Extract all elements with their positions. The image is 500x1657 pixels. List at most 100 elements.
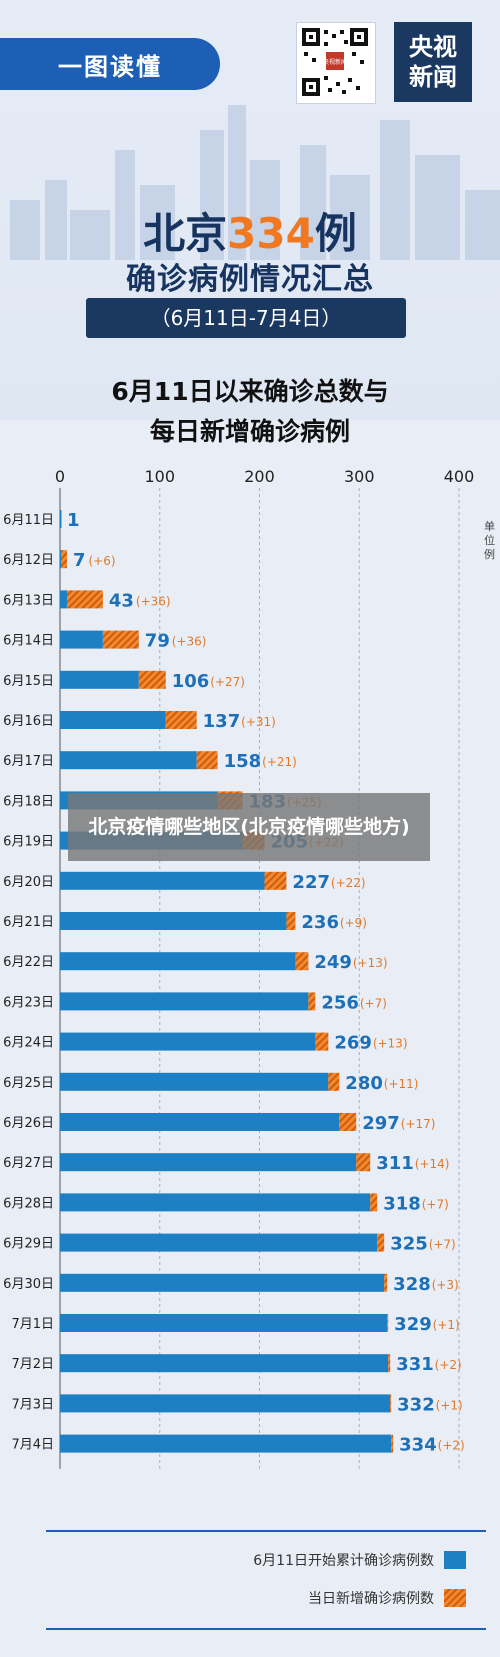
total-data-label: 227 xyxy=(292,872,330,893)
x-tick-label: 100 xyxy=(144,470,175,486)
bar-cumulative xyxy=(60,550,62,569)
y-tick-label: 6月24日 xyxy=(3,1036,54,1051)
bar-cumulative xyxy=(60,1394,391,1413)
bar-cumulative xyxy=(60,1233,378,1252)
bar-daily-increase xyxy=(388,1354,391,1373)
bar-daily-increase xyxy=(196,751,218,770)
total-data-label: 331 xyxy=(396,1354,434,1375)
y-tick-label: 6月12日 xyxy=(3,553,54,568)
total-data-label: 318 xyxy=(383,1193,421,1214)
bar-daily-increase xyxy=(370,1193,378,1212)
legend-label-daily: 当日新增确诊病例数 xyxy=(308,1591,434,1607)
total-data-label: 256 xyxy=(321,992,359,1013)
increment-data-label: (+7) xyxy=(422,1197,449,1211)
qr-code-icon: 央视新闻 xyxy=(302,28,368,96)
total-data-label: 297 xyxy=(362,1113,400,1134)
y-tick-label: 6月14日 xyxy=(3,634,54,649)
bar-cumulative xyxy=(60,952,296,971)
qr-label: 央视新闻 xyxy=(323,58,347,66)
bar-daily-increase xyxy=(264,871,287,890)
y-tick-label: 6月30日 xyxy=(3,1277,54,1292)
y-tick-label: 6月17日 xyxy=(3,754,54,769)
y-tick-label: 6月11日 xyxy=(3,513,54,528)
bar-cumulative xyxy=(60,1153,357,1172)
bar-daily-increase xyxy=(339,1113,357,1131)
y-tick-label: 6月16日 xyxy=(3,714,54,729)
y-tick-label: 6月19日 xyxy=(3,835,54,850)
increment-data-label: (+11) xyxy=(384,1077,419,1091)
unit-label: 单位例 xyxy=(484,520,495,561)
total-data-label: 236 xyxy=(301,912,339,933)
y-tick-label: 6月13日 xyxy=(3,593,54,608)
bar-cumulative xyxy=(60,670,139,689)
x-tick-label: 200 xyxy=(244,470,275,486)
bar-daily-increase xyxy=(390,1394,392,1413)
total-data-label: 325 xyxy=(390,1234,428,1255)
increment-data-label: (+2) xyxy=(435,1358,462,1372)
total-data-label: 269 xyxy=(334,1033,372,1054)
y-tick-label: 6月20日 xyxy=(3,875,54,890)
x-tick-label: 400 xyxy=(444,470,475,486)
legend-swatch-cumulative xyxy=(444,1551,466,1569)
total-data-label: 328 xyxy=(393,1274,431,1295)
increment-data-label: (+1) xyxy=(436,1398,463,1412)
bar-cumulative xyxy=(60,1434,392,1453)
increment-data-label: (+22) xyxy=(331,876,366,890)
increment-data-label: (+6) xyxy=(88,554,115,568)
bar-cumulative xyxy=(60,1354,389,1373)
bar-daily-increase xyxy=(286,912,296,930)
total-data-label: 280 xyxy=(345,1073,383,1094)
bar-cumulative xyxy=(60,1032,316,1051)
increment-data-label: (+7) xyxy=(429,1238,456,1252)
bar-daily-increase xyxy=(60,550,67,569)
y-tick-label: 6月15日 xyxy=(3,674,54,689)
chart-heading: 6月11日以来确诊总数与 每日新增确诊病例 xyxy=(0,372,500,452)
total-data-label: 334 xyxy=(399,1435,437,1456)
increment-data-label: (+1) xyxy=(433,1318,460,1332)
total-data-label: 332 xyxy=(397,1394,435,1415)
y-tick-label: 6月29日 xyxy=(3,1237,54,1252)
total-data-label: 7 xyxy=(73,550,86,571)
total-data-label: 329 xyxy=(394,1314,432,1335)
bar-cumulative xyxy=(60,751,197,770)
title-number: 334 xyxy=(227,209,315,258)
overlay-caption: 北京疫情哪些地区(北京疫情哪些地方) xyxy=(68,793,430,861)
total-data-label: 137 xyxy=(203,711,241,732)
brand-logo: 央视 新闻 xyxy=(394,22,472,102)
increment-data-label: (+31) xyxy=(241,715,276,729)
total-data-label: 1 xyxy=(67,510,80,531)
y-tick-label: 7月1日 xyxy=(11,1317,54,1332)
bar-daily-increase xyxy=(387,1314,389,1332)
bar-cumulative xyxy=(60,711,166,729)
bar-daily-increase xyxy=(295,952,309,971)
increment-data-label: (+17) xyxy=(401,1117,436,1131)
increment-data-label: (+2) xyxy=(438,1439,465,1453)
legend-label-cumulative: 6月11日开始累计确诊病例数 xyxy=(253,1553,434,1569)
legend-item-cumulative: 6月11日开始累计确诊病例数 xyxy=(253,1550,466,1570)
bar-cumulative xyxy=(60,510,62,528)
increment-data-label: (+36) xyxy=(172,635,207,649)
title-suffix: 例 xyxy=(314,209,357,258)
y-tick-label: 6月21日 xyxy=(3,915,54,930)
x-tick-label: 0 xyxy=(55,470,65,486)
increment-data-label: (+13) xyxy=(373,1037,408,1051)
y-tick-label: 6月26日 xyxy=(3,1116,54,1131)
y-tick-label: 6月23日 xyxy=(3,995,54,1010)
bar-cumulative xyxy=(60,992,309,1011)
increment-data-label: (+36) xyxy=(136,594,171,608)
bar-daily-increase xyxy=(328,1072,340,1091)
main-title: 北京334例 xyxy=(0,200,500,261)
title-prefix: 北京 xyxy=(143,209,228,258)
total-data-label: 158 xyxy=(224,751,262,772)
bar-cumulative xyxy=(60,590,67,609)
legend: 6月11日开始累计确诊病例数 当日新增确诊病例数 xyxy=(46,1530,486,1630)
increment-data-label: (+7) xyxy=(360,996,387,1010)
y-tick-label: 6月28日 xyxy=(3,1196,54,1211)
increment-data-label: (+14) xyxy=(415,1157,450,1171)
total-data-label: 106 xyxy=(172,671,210,692)
date-range-box: （6月11日-7月4日） xyxy=(86,298,406,338)
bar-daily-increase xyxy=(315,1032,329,1051)
bar-daily-increase xyxy=(66,590,103,609)
bar-daily-increase xyxy=(165,711,197,729)
bar-daily-increase xyxy=(308,992,316,1011)
